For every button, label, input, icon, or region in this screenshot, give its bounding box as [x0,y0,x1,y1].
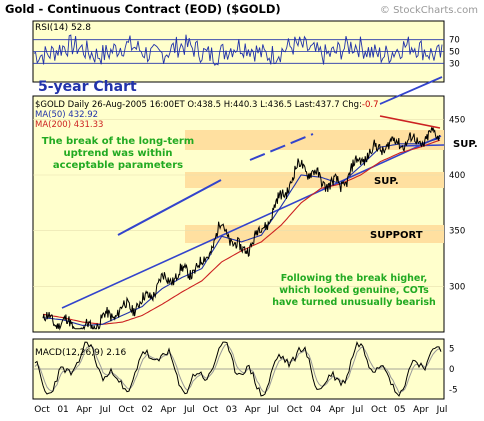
x-tick-label: Apr [413,405,429,415]
sup-band-2 [185,172,444,188]
x-tick-label: 02 [142,405,153,415]
x-tick-label: Oct [287,405,303,415]
x-tick-label: Oct [203,405,219,415]
annotation-uptrend-3: acceptable parameters [53,160,183,171]
watermark: © StockCharts.com [380,5,478,16]
channel-line-1 [117,179,222,236]
x-tick-label: 05 [394,405,405,415]
macd-signal-series [34,343,442,394]
rsi-label: RSI(14) 52.8 [35,23,91,33]
x-tick-label: Jul [183,405,195,415]
x-tick-label: Apr [245,405,261,415]
price-tick-label: 300 [449,282,465,292]
macd-tick-label: 0 [449,365,454,375]
annotation-cots-3: have turned unusually bearish [272,297,436,308]
annotation-uptrend-2: uptrend was within [63,148,172,159]
ma50-series [42,137,441,326]
rsi-series [33,34,443,66]
x-tick-label: Jul [267,405,279,415]
x-tick-label: Jul [351,405,363,415]
sup-label-2: SUP. [374,176,399,187]
sup-label-1: SUP. [453,139,478,150]
x-tick-label: Jul [436,405,448,415]
price-tick-label: 350 [449,227,465,237]
uptrend-line [61,135,442,309]
x-tick-label: Apr [161,405,177,415]
x-tick-label: Apr [76,405,92,415]
chart-title: Gold - Continuous Contract (EOD) ($GOLD) [5,2,281,16]
x-tick-label: Jul [99,405,111,415]
quote-line: $GOLD Daily 26-Aug-2005 16:00ET O:438.5 … [35,100,378,110]
price-series [42,127,441,331]
x-tick-label: Apr [329,405,345,415]
rsi-tick-label: 30 [449,59,460,69]
x-tick-label: Oct [34,405,50,415]
channel-line-3 [379,76,443,105]
annotation-uptrend-1: The break of the long-term [42,136,194,147]
support-label: SUPPORT [370,230,423,241]
macd-tick-label: 5 [449,344,454,354]
x-tick-label: 04 [310,405,322,415]
five-year-label: 5-year Chart [38,79,137,95]
annotation-cots-2: which looked genuine, COTs [279,285,429,296]
annotation-cots-1: Following the break higher, [281,273,428,284]
rsi-tick-label: 50 [449,48,460,58]
macd-label: MACD(12,26,9) 2.16 [35,348,127,358]
ma200-label: MA(200) 431.33 [35,120,103,130]
macd-series [34,341,442,397]
x-tick-label: 01 [57,405,68,415]
price-tick-label: 450 [449,115,465,125]
x-tick-label: Oct [371,405,387,415]
x-tick-label: Oct [118,405,134,415]
rsi-tick-label: 70 [449,36,460,46]
resistance-line [379,115,441,129]
macd-tick-label: -5 [449,386,457,396]
price-tick-label: 400 [449,171,465,181]
ma50-label: MA(50) 432.92 [35,110,98,120]
x-tick-label: 03 [226,405,237,415]
channel-line-2 [249,133,314,161]
